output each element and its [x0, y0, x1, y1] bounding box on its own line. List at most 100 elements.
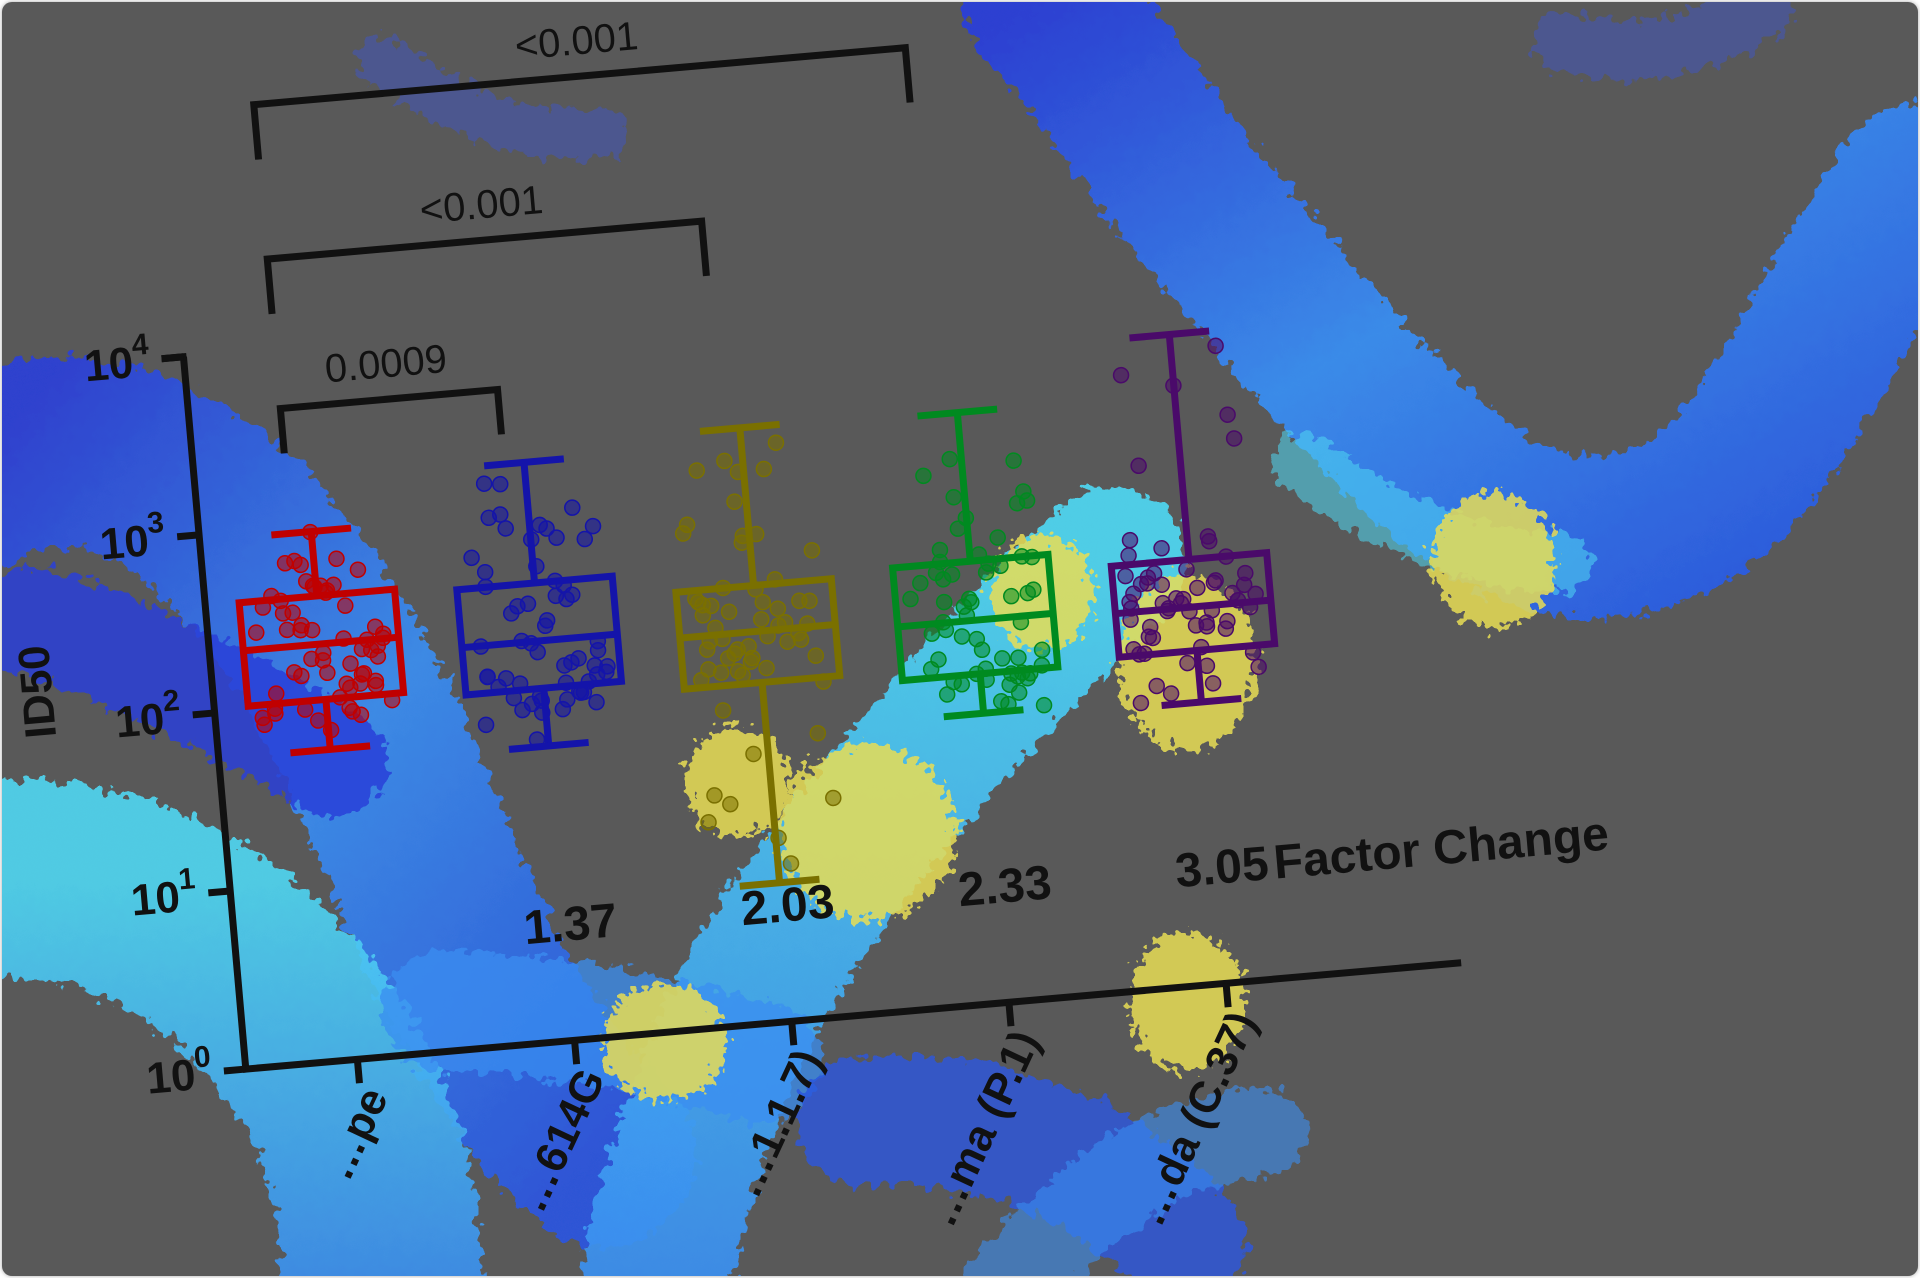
- data-point: [529, 643, 546, 661]
- lower-whisker: [758, 682, 784, 884]
- data-point: [1189, 579, 1206, 597]
- data-point: [576, 530, 594, 548]
- data-point: [782, 855, 800, 872]
- p-value-label: <0.001: [513, 14, 640, 69]
- data-point: [292, 621, 309, 639]
- x-tick-label: …pe: [313, 1080, 398, 1187]
- max-cap: [1129, 327, 1210, 342]
- box-group: [1107, 327, 1279, 712]
- y-tick-base: 10: [145, 1051, 198, 1104]
- x-tick-mark: [1005, 1002, 1015, 1027]
- x-tick-mark: [788, 1021, 798, 1046]
- data-point: [688, 462, 705, 479]
- data-point: [902, 590, 919, 608]
- data-point: [1162, 685, 1180, 702]
- data-point: [729, 662, 747, 680]
- data-point: [1225, 430, 1243, 447]
- data-point: [1207, 337, 1224, 355]
- data-point: [769, 600, 787, 617]
- data-point: [1199, 528, 1217, 545]
- max-cap: [917, 405, 998, 420]
- y-tick-exponent: 2: [161, 684, 181, 718]
- data-point: [700, 814, 717, 831]
- data-point: [938, 686, 956, 703]
- data-point: [536, 617, 554, 635]
- iqr-box: [235, 585, 408, 710]
- data-point: [367, 676, 385, 694]
- data-point: [1132, 694, 1150, 712]
- data-point: [758, 659, 775, 677]
- data-point: [547, 587, 565, 605]
- data-point: [1219, 612, 1236, 630]
- y-tick-base: 10: [98, 516, 151, 569]
- data-point: [492, 506, 509, 523]
- data-point: [319, 664, 336, 682]
- x-tick-label: …1.1.7): [722, 1042, 833, 1205]
- data-point: [1153, 540, 1170, 557]
- data-point: [1187, 617, 1205, 634]
- data-point: [945, 488, 962, 506]
- y-tick-exponent: 3: [146, 506, 166, 540]
- data-point: [1219, 406, 1236, 423]
- y-tick-mark: [192, 709, 215, 719]
- data-point: [476, 563, 494, 581]
- data-point: [344, 703, 361, 720]
- x-axis-line: [242, 959, 1462, 1073]
- data-point: [342, 655, 359, 672]
- data-point: [1130, 457, 1147, 475]
- y-tick-label: 104: [81, 328, 152, 392]
- data-point: [1144, 629, 1162, 647]
- median-line: [679, 620, 836, 642]
- data-point: [1010, 649, 1027, 666]
- data-point: [1035, 696, 1053, 714]
- bracket-line: [263, 217, 710, 315]
- y-tick-base: 10: [82, 338, 135, 391]
- data-point: [716, 452, 733, 470]
- max-cap: [271, 524, 352, 539]
- y-tick-exponent: 0: [193, 1040, 213, 1074]
- data-point: [726, 493, 743, 510]
- data-point: [284, 604, 301, 621]
- data-point: [674, 525, 692, 542]
- median-line: [461, 630, 618, 652]
- data-point: [563, 654, 580, 671]
- data-point: [463, 549, 480, 567]
- upper-whisker: [953, 412, 974, 562]
- max-cap: [699, 420, 780, 435]
- min-cap: [508, 738, 589, 753]
- bracket-line: [276, 385, 505, 454]
- box-group: [888, 405, 1062, 721]
- factor-change-value: 3.05: [1173, 837, 1271, 898]
- x-tick-label: …ma (P.1): [916, 1023, 1049, 1234]
- data-point: [1235, 576, 1253, 594]
- data-point: [915, 467, 932, 485]
- data-point: [1145, 565, 1163, 582]
- x-tick-label: …614G: [506, 1061, 614, 1219]
- iqr-box: [453, 572, 626, 699]
- data-point: [286, 552, 303, 570]
- data-point: [1148, 677, 1165, 695]
- y-tick-exponent: 1: [177, 862, 197, 896]
- data-point: [745, 745, 762, 763]
- data-point: [744, 649, 761, 667]
- data-point: [599, 658, 616, 675]
- data-point: [791, 592, 808, 610]
- data-point: [479, 668, 496, 686]
- data-point: [1117, 567, 1134, 585]
- x-tick-label: …da (C.37): [1125, 1004, 1267, 1233]
- data-point: [712, 664, 730, 681]
- data-point: [1010, 684, 1028, 701]
- y-tick-exponent: 4: [130, 328, 150, 362]
- data-point: [352, 675, 369, 692]
- y-tick-mark: [208, 887, 231, 897]
- data-point: [993, 693, 1010, 710]
- upper-whisker: [1165, 334, 1193, 560]
- data-point: [248, 624, 265, 641]
- data-point: [953, 628, 971, 645]
- data-point: [825, 789, 842, 807]
- upper-whisker: [307, 531, 321, 597]
- data-point: [477, 716, 495, 734]
